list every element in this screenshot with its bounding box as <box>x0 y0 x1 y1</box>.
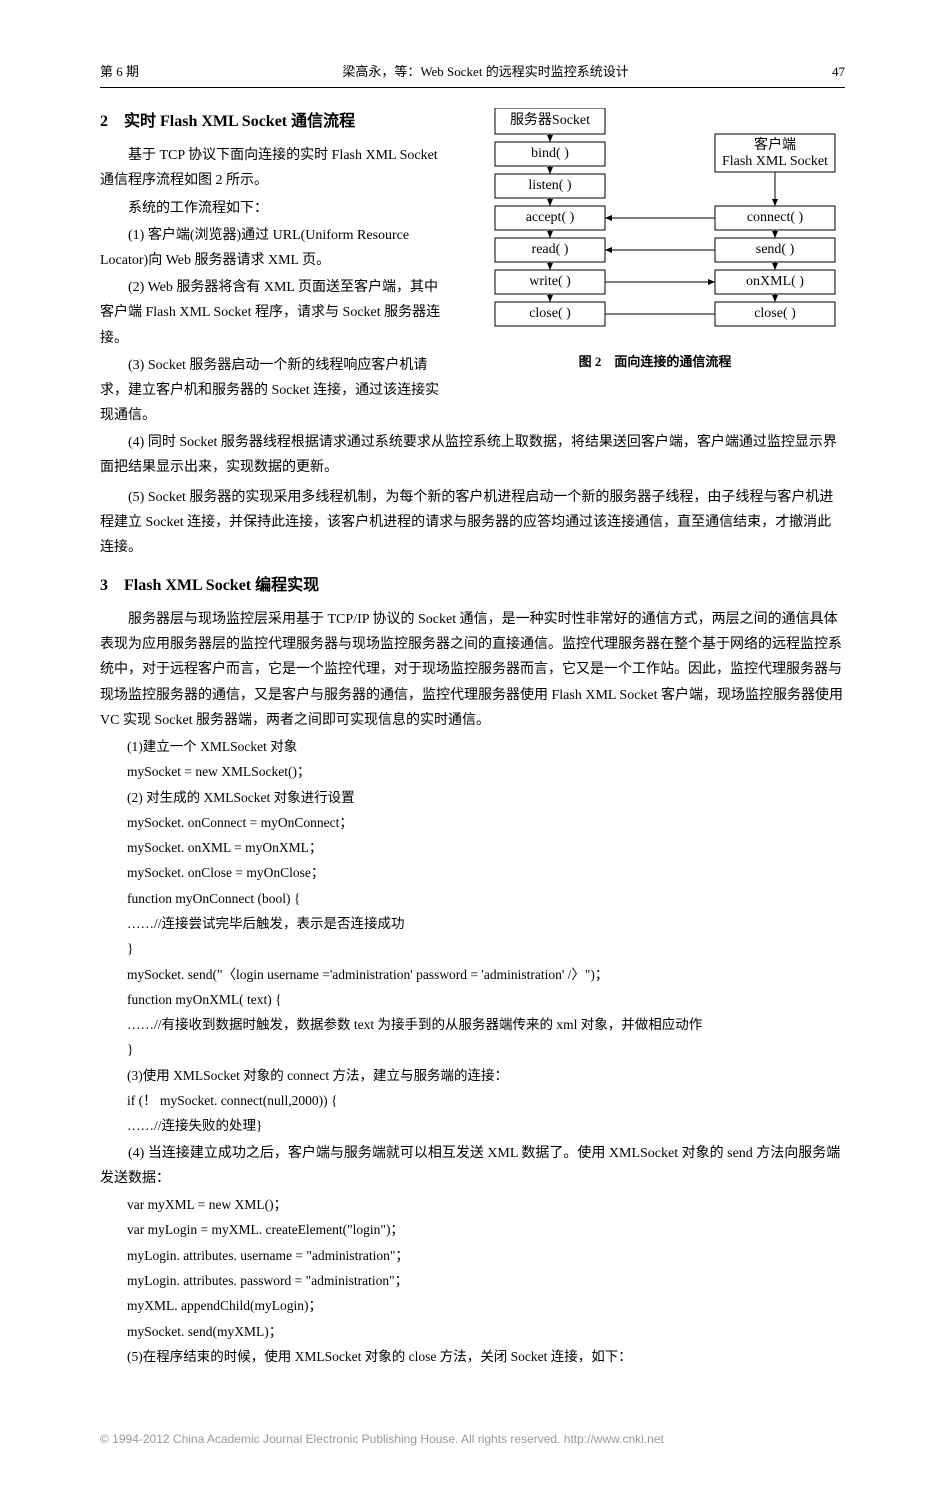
flowchart-svg: 服务器Socket bind( ) listen( ) accept( ) read( … <box>465 108 845 338</box>
code-line: (5)在程序结束的时候，使用 XMLSocket 对象的 close 方法，关闭… <box>100 1345 845 1369</box>
code-line: function myOnConnect (bool) { <box>100 887 845 911</box>
running-title: 梁高永，等：Web Socket 的远程实时监控系统设计 <box>342 60 628 83</box>
code-line: ……//有接收到数据时触发，数据参数 text 为接手到的从服务器端传来的 xm… <box>100 1013 845 1037</box>
code-line: } <box>100 1038 845 1062</box>
issue-number: 第 6 期 <box>100 60 139 83</box>
main-content: 服务器Socket bind( ) listen( ) accept( ) read( … <box>100 108 845 1369</box>
code-line: mySocket. onConnect = myOnConnect； <box>100 811 845 835</box>
svg-text:bind( ): bind( ) <box>531 147 569 162</box>
code-line: (3)使用 XMLSocket 对象的 connect 方法，建立与服务端的连接… <box>100 1064 845 1088</box>
svg-text:send( ): send( ) <box>756 243 795 258</box>
svg-text:Flash XML Socket: Flash XML Socket <box>722 155 828 170</box>
svg-text:客户端: 客户端 <box>754 137 796 154</box>
figure-2: 服务器Socket bind( ) listen( ) accept( ) read( … <box>465 108 845 373</box>
page-number: 47 <box>832 60 845 83</box>
svg-text:onXML( ): onXML( ) <box>746 275 804 290</box>
code-line: myLogin. attributes. username = "adminis… <box>100 1244 845 1268</box>
code-line: } <box>100 937 845 961</box>
code-line: if (！ mySocket. connect(null,2000)) { <box>100 1089 845 1113</box>
code-listing: var myXML = new XML()； var myLogin = myX… <box>100 1193 845 1369</box>
svg-text:close( ): close( ) <box>754 307 796 322</box>
code-line: mySocket = new XMLSocket()； <box>100 760 845 784</box>
code-line: mySocket. onXML = myOnXML； <box>100 836 845 860</box>
code-line: mySocket. onClose = myOnClose； <box>100 861 845 885</box>
svg-text:listen( ): listen( ) <box>528 179 571 194</box>
svg-text:write( ): write( ) <box>529 275 571 290</box>
code-line: function myOnXML( text) { <box>100 988 845 1012</box>
code-line: myLogin. attributes. password = "adminis… <box>100 1269 845 1293</box>
body-text: (4) 同时 Socket 服务器线程根据请求通过系统要求从监控系统上取数据，将… <box>100 430 845 480</box>
svg-text:accept( ): accept( ) <box>526 211 575 226</box>
code-line: mySocket. send("〈login username ='admini… <box>100 963 845 987</box>
code-line: ……//连接失败的处理} <box>100 1114 845 1138</box>
svg-text:服务器Socket: 服务器Socket <box>510 113 590 129</box>
section-3-title: 3 Flash XML Socket 编程实现 <box>100 572 845 601</box>
body-text: (4) 当连接建立成功之后，客户端与服务端就可以相互发送 XML 数据了。使用 … <box>100 1141 845 1191</box>
code-line: ……//连接尝试完毕后触发，表示是否连接成功 <box>100 912 845 936</box>
code-listing: (1)建立一个 XMLSocket 对象 mySocket = new XMLS… <box>100 735 845 1139</box>
body-text: 服务器层与现场监控层采用基于 TCP/IP 协议的 Socket 通信，是一种实… <box>100 607 845 733</box>
svg-text:connect( ): connect( ) <box>747 211 804 226</box>
code-line: myXML. appendChild(myLogin)； <box>100 1294 845 1318</box>
svg-text:close( ): close( ) <box>529 307 571 322</box>
cnki-link[interactable]: http://www.cnki.net <box>564 1432 664 1446</box>
code-line: (1)建立一个 XMLSocket 对象 <box>100 735 845 759</box>
code-line: var myLogin = myXML. createElement("logi… <box>100 1218 845 1242</box>
figure-caption: 图 2 面向连接的通信流程 <box>465 350 845 373</box>
code-line: mySocket. send(myXML)； <box>100 1320 845 1344</box>
page-header: 第 6 期 梁高永，等：Web Socket 的远程实时监控系统设计 47 <box>100 60 845 88</box>
copyright-text: © 1994-2012 China Academic Journal Elect… <box>100 1432 564 1446</box>
code-line: var myXML = new XML()； <box>100 1193 845 1217</box>
body-text: (5) Socket 服务器的实现采用多线程机制，为每个新的客户机进程启动一个新… <box>100 485 845 561</box>
code-line: (2) 对生成的 XMLSocket 对象进行设置 <box>100 786 845 810</box>
svg-text:read( ): read( ) <box>532 243 569 258</box>
